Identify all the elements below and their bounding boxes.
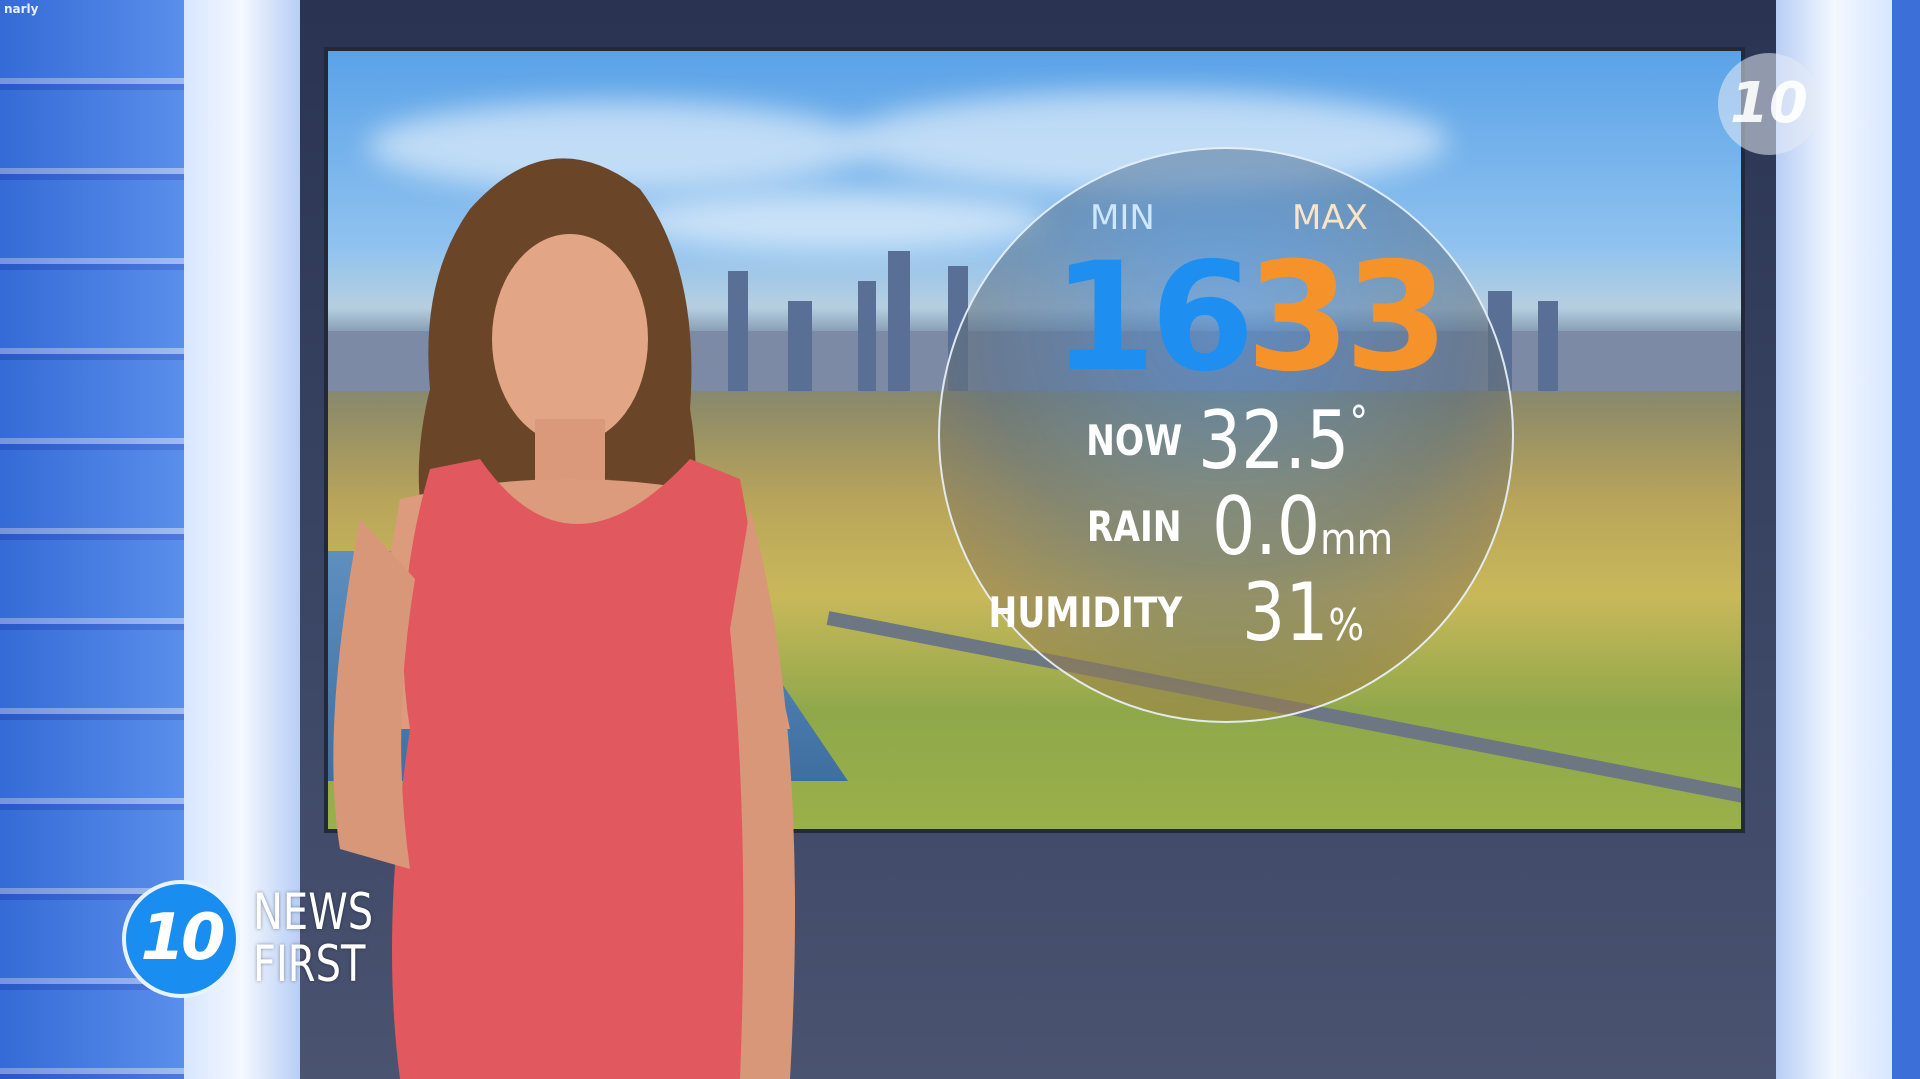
min-temp: 16 bbox=[1052, 231, 1255, 405]
weather-panel: MIN MAX 16 33 NOW 32.5° RAIN 0.0mm HUMID… bbox=[938, 147, 1514, 723]
max-temp: 33 bbox=[1246, 231, 1449, 405]
min-label: MIN bbox=[1090, 198, 1155, 238]
red-dress bbox=[392, 459, 767, 1079]
face bbox=[492, 234, 648, 444]
humidity-value: 31% bbox=[1242, 566, 1365, 659]
rain-label: RAIN bbox=[1087, 502, 1182, 551]
right-arm bbox=[730, 509, 795, 1079]
channel-10-bug: 10 bbox=[1718, 53, 1820, 155]
news-first-line2: FIRST bbox=[253, 935, 366, 993]
rain-value: 0.0mm bbox=[1212, 480, 1394, 573]
corner-tag: narly bbox=[4, 2, 39, 16]
news-first-line1: NEWS bbox=[253, 883, 374, 941]
right-light-panel bbox=[1776, 0, 1892, 1079]
max-label: MAX bbox=[1292, 198, 1368, 238]
left-arm bbox=[333, 519, 415, 869]
news-first-logo-10: 10 bbox=[122, 880, 240, 998]
now-label: NOW bbox=[1085, 416, 1182, 465]
right-wall bbox=[1892, 0, 1920, 1079]
now-temp: 32.5° bbox=[1198, 394, 1369, 487]
humidity-label: HUMIDITY bbox=[988, 588, 1182, 637]
presenter bbox=[333, 158, 795, 1079]
news-first-wordmark: NEWS FIRST bbox=[253, 886, 373, 990]
